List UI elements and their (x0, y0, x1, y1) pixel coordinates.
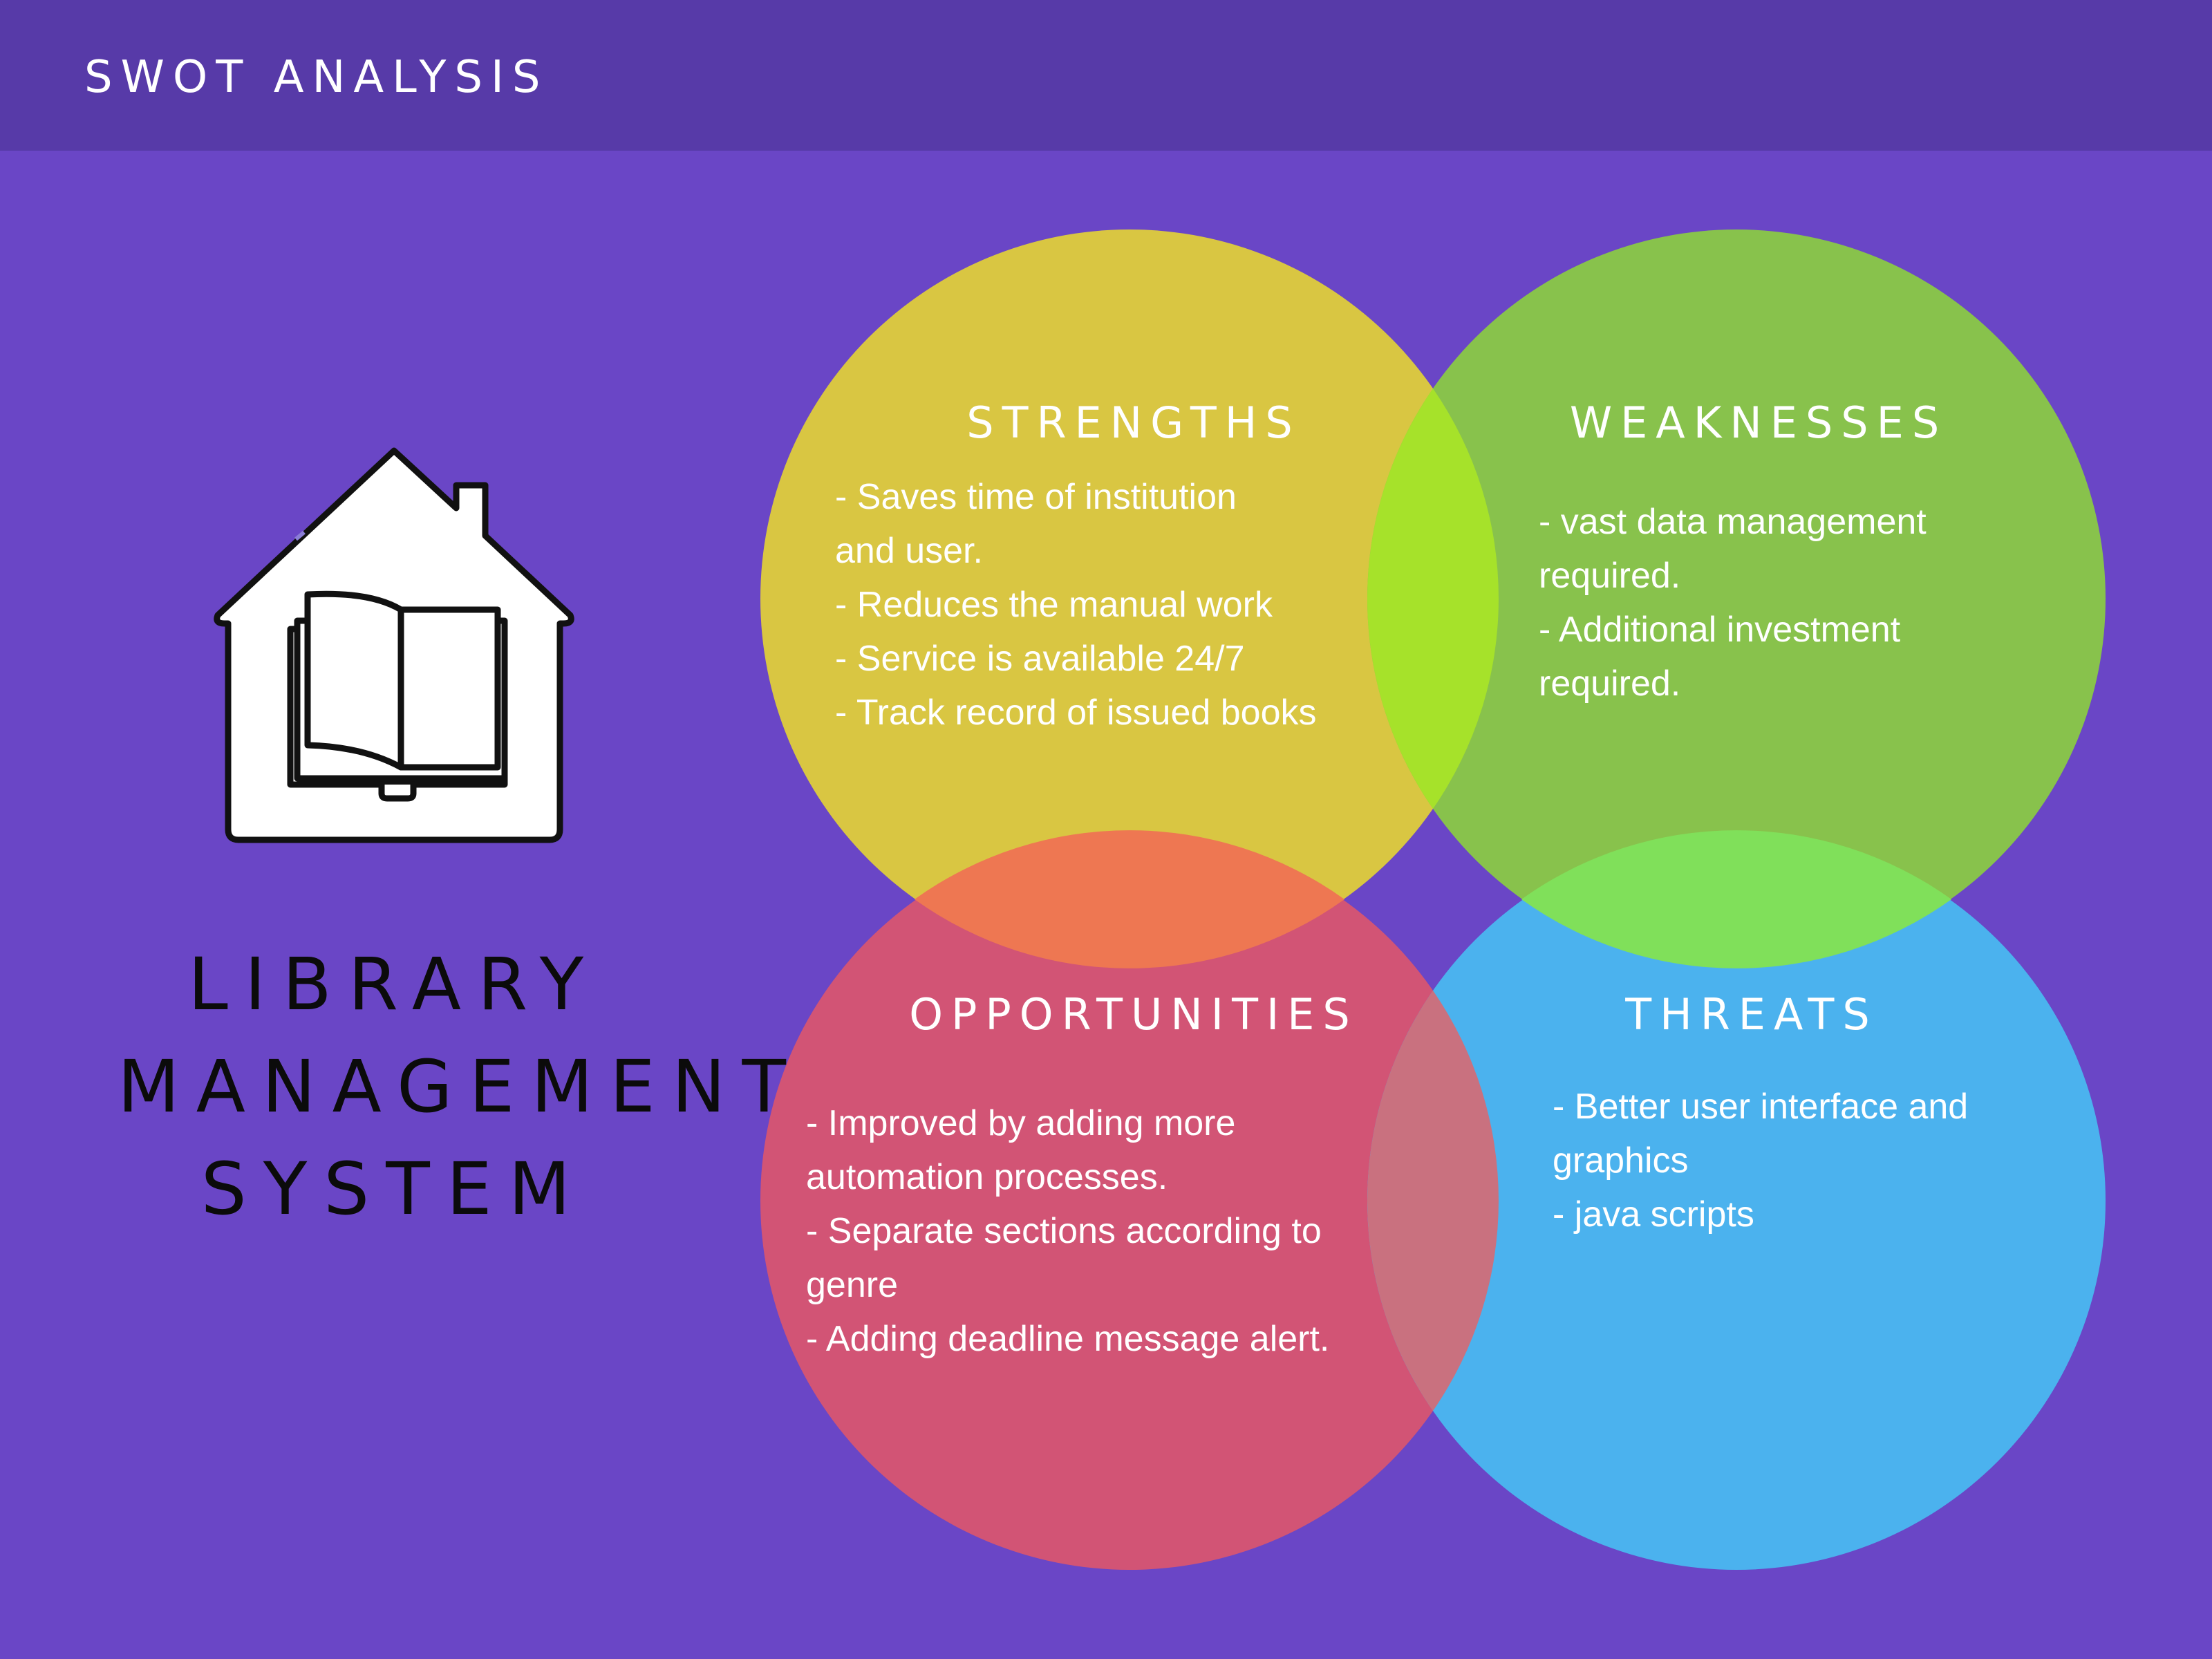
weaknesses-threats-overlap (1521, 830, 1951, 968)
threats-line: graphics (1553, 1141, 1689, 1181)
book-left-page (304, 590, 404, 771)
opportunities-line: - Improved by adding more (806, 1103, 1236, 1143)
opportunities-heading: OPPORTUNITIES (909, 989, 1358, 1040)
header-title: SWOT ANALYSIS (84, 52, 549, 103)
opportunities-text: - Improved by adding more automation pro… (806, 1096, 1329, 1366)
strengths-text: - Saves time of institution and user. - … (835, 470, 1317, 740)
threats-line: - Better user interface and (1553, 1087, 1969, 1127)
strengths-line: and user. (835, 531, 983, 571)
weaknesses-line: - Additional investment (1539, 610, 1901, 650)
strengths-circle (760, 229, 1499, 968)
strengths-line: - Track record of issued books (835, 693, 1317, 733)
system-title: LIBRARY MANAGEMENT SYSTEM (118, 933, 803, 1240)
book-bottom-tab (378, 781, 417, 802)
weaknesses-line: - vast data management (1539, 502, 1927, 542)
opportunities-line: genre (806, 1265, 898, 1305)
book-right-page (397, 606, 501, 771)
strengths-line: - Saves time of institution (835, 477, 1237, 517)
strengths-opportunities-overlap (915, 830, 1344, 968)
threats-circle (1367, 832, 2106, 1570)
opportunities-line: - Adding deadline message alert. (806, 1319, 1330, 1359)
system-title-line: SYSTEM (200, 1147, 588, 1231)
header-bar: SWOT ANALYSIS (0, 0, 2212, 151)
system-title-line: MANAGEMENT (118, 1044, 803, 1129)
opportunities-line: - Separate sections according to (806, 1211, 1322, 1251)
weaknesses-line: required. (1539, 556, 1681, 596)
system-title-line: LIBRARY (187, 942, 601, 1027)
house-book-icon (214, 447, 574, 843)
weaknesses-circle (1367, 229, 2106, 968)
strengths-heading: STRENGTHS (966, 397, 1301, 448)
weaknesses-text: - vast data management required. - Addit… (1539, 495, 1927, 711)
threats-heading: THREATS (1625, 989, 1878, 1040)
opportunities-line: automation processes. (806, 1157, 1168, 1197)
strengths-line: - Reduces the manual work (835, 585, 1273, 625)
threats-text: - Better user interface and graphics - j… (1553, 1080, 1968, 1241)
strengths-line: - Service is available 24/7 (835, 639, 1245, 679)
weaknesses-heading: WEAKNESSES (1569, 397, 1948, 448)
weaknesses-line: required. (1539, 664, 1681, 704)
opportunities-threats-overlap (1367, 991, 1499, 1411)
opportunities-circle (760, 832, 1499, 1570)
threats-line: - java scripts (1553, 1194, 1754, 1235)
strengths-weaknesses-overlap (1367, 388, 1499, 809)
